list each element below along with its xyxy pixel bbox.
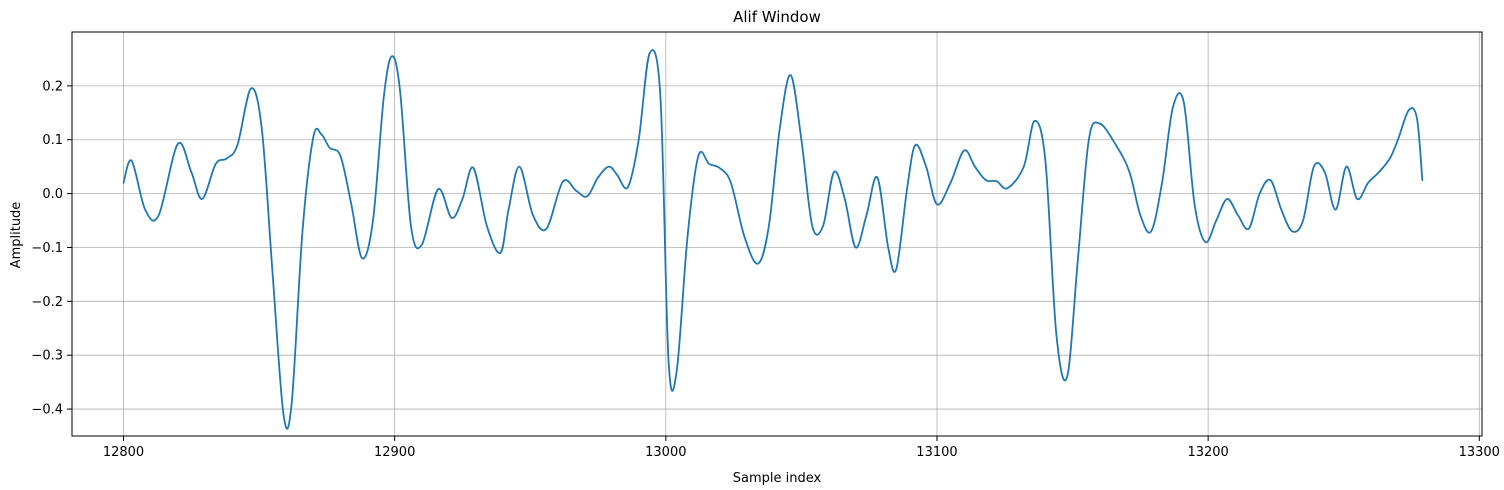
y-axis: −0.4 −0.3 −0.2 −0.1 0.0 0.1 0.2 (31, 79, 72, 418)
x-tick-label: 13000 (645, 445, 686, 460)
y-tick-label: 0.1 (42, 133, 63, 148)
x-axis: 12800 12900 13000 13100 13200 13300 (103, 436, 1500, 460)
x-tick-label: 12900 (374, 445, 415, 460)
x-tick-label: 13300 (1459, 445, 1500, 460)
x-axis-label: Sample index (733, 471, 822, 486)
x-tick-label: 13100 (916, 445, 957, 460)
y-tick-label: −0.3 (31, 349, 63, 364)
x-tick-label: 12800 (103, 445, 144, 460)
series-layer (122, 49, 1424, 430)
y-tick-label: 0.2 (42, 79, 63, 94)
plot-frame (71, 31, 1483, 437)
y-tick-label: −0.1 (31, 241, 63, 256)
series-line (122, 49, 1424, 430)
y-tick-label: −0.4 (31, 403, 63, 418)
x-tick-label: 13200 (1187, 445, 1228, 460)
chart-title: Alif Window (733, 8, 821, 26)
y-tick-label: 0.0 (42, 187, 63, 202)
grid (72, 32, 1482, 436)
y-tick-label: −0.2 (31, 295, 63, 310)
y-axis-label: Amplitude (9, 202, 24, 269)
